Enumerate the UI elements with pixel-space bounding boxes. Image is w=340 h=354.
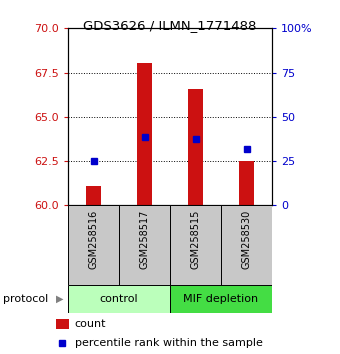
Text: GSM258530: GSM258530: [241, 209, 252, 269]
Text: GSM258515: GSM258515: [190, 209, 201, 269]
Text: control: control: [100, 294, 138, 304]
Bar: [68, 285, 170, 313]
Bar: [188, 89, 203, 205]
Text: count: count: [75, 319, 106, 329]
Text: GSM258516: GSM258516: [88, 209, 99, 269]
Bar: [221, 205, 272, 285]
Text: ▶: ▶: [56, 294, 63, 304]
Bar: [137, 63, 152, 205]
Text: GSM258517: GSM258517: [139, 209, 150, 269]
Bar: [170, 285, 272, 313]
Bar: [239, 161, 254, 205]
Bar: [170, 205, 221, 285]
Text: MIF depletion: MIF depletion: [184, 294, 258, 304]
Text: protocol: protocol: [3, 294, 49, 304]
Bar: [68, 205, 119, 285]
Text: percentile rank within the sample: percentile rank within the sample: [75, 338, 263, 348]
Bar: [56, 319, 69, 329]
Bar: [119, 205, 170, 285]
Text: GDS3626 / ILMN_1771488: GDS3626 / ILMN_1771488: [83, 19, 257, 33]
Bar: [86, 186, 101, 205]
